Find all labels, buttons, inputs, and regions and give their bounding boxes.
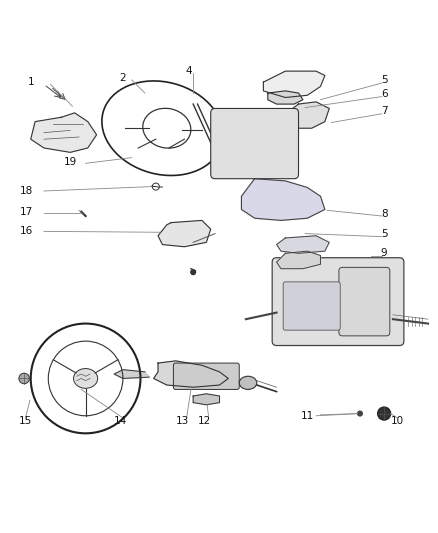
Circle shape	[190, 269, 196, 275]
Text: 11: 11	[300, 411, 313, 421]
Text: 19: 19	[64, 157, 77, 167]
FancyBboxPatch shape	[173, 363, 239, 390]
Polygon shape	[263, 71, 324, 98]
Text: 16: 16	[20, 225, 33, 236]
Polygon shape	[276, 236, 328, 253]
Text: 1: 1	[27, 77, 34, 87]
Text: 7: 7	[380, 106, 387, 116]
Text: 5: 5	[380, 229, 387, 239]
FancyBboxPatch shape	[210, 108, 298, 179]
Text: 13: 13	[175, 416, 188, 426]
Text: 10: 10	[390, 416, 403, 426]
Polygon shape	[267, 91, 302, 104]
Text: 2: 2	[119, 72, 126, 83]
Ellipse shape	[239, 376, 256, 390]
Polygon shape	[285, 102, 328, 128]
Text: 18: 18	[20, 186, 33, 196]
Text: 14: 14	[114, 416, 127, 426]
Ellipse shape	[74, 368, 97, 389]
Polygon shape	[158, 221, 210, 247]
Text: 6: 6	[380, 89, 387, 99]
Text: 8: 8	[380, 209, 387, 219]
FancyBboxPatch shape	[338, 268, 389, 336]
Text: 4: 4	[185, 66, 192, 76]
Text: 5: 5	[380, 75, 387, 85]
Polygon shape	[276, 251, 320, 269]
Text: 17: 17	[20, 207, 33, 216]
Polygon shape	[153, 361, 228, 387]
Circle shape	[356, 410, 362, 417]
Text: 12: 12	[197, 416, 210, 426]
Polygon shape	[193, 394, 219, 405]
Text: 15: 15	[19, 416, 32, 426]
Polygon shape	[31, 113, 96, 152]
Circle shape	[19, 373, 29, 384]
Polygon shape	[114, 370, 149, 378]
FancyBboxPatch shape	[272, 258, 403, 345]
Text: 9: 9	[380, 248, 387, 259]
Polygon shape	[241, 179, 324, 221]
FancyBboxPatch shape	[283, 282, 339, 330]
Circle shape	[377, 407, 390, 420]
